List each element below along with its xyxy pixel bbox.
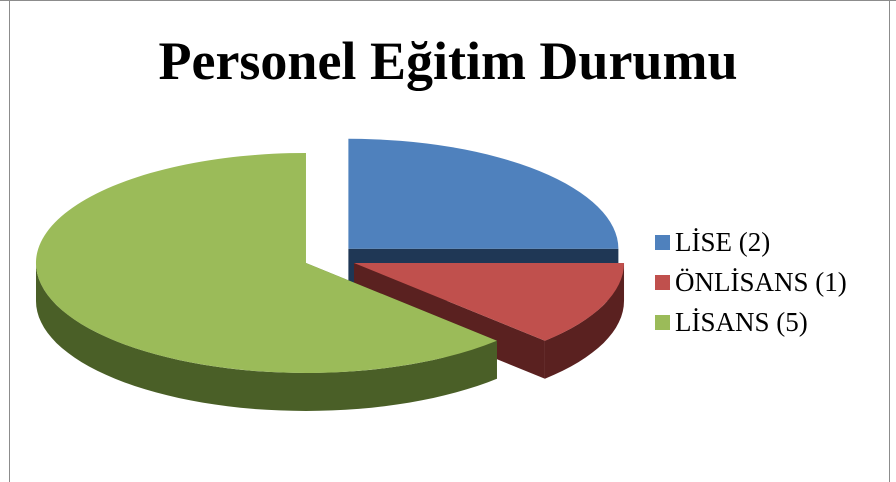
legend-label-lisans: LİSANS (5) (675, 306, 808, 337)
pie-slice-lisans-side (36, 263, 497, 411)
legend-swatch-onlisans (655, 274, 670, 290)
legend-swatch-lisans (655, 314, 670, 330)
pie-slice-onlisans-top (354, 262, 625, 341)
legend-label-lise: LİSE (2) (675, 226, 771, 257)
pie-slice-onlisans-side (544, 263, 624, 379)
chart-title: Personel Eğitim Durumu (158, 31, 738, 91)
pie-slice-lisans-top (35, 152, 497, 373)
legend: LİSE (2) ÖNLİSANS (1) LİSANS (5) (655, 222, 847, 342)
pie-slice-lise-top (348, 138, 619, 249)
chart-border-left (9, 0, 10, 482)
pie-slice-lisans (35, 152, 497, 411)
pie-slice-onlisans-edge-end (354, 262, 545, 379)
legend-item-lise: LİSE (2) (655, 222, 847, 262)
legend-label-onlisans: ÖNLİSANS (1) (675, 266, 847, 297)
legend-item-onlisans: ÖNLİSANS (1) (655, 262, 847, 302)
legend-item-lisans: LİSANS (5) (655, 302, 847, 342)
legend-swatch-lise (655, 234, 670, 250)
chart-border-right (889, 0, 890, 482)
pie-slice-onlisans (354, 262, 625, 379)
chart-border-top (0, 0, 896, 1)
